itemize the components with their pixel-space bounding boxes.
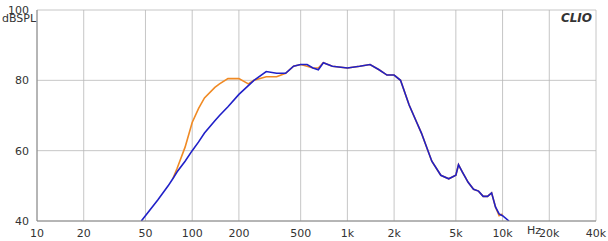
- svg-text:10: 10: [30, 227, 44, 240]
- svg-text:40: 40: [15, 215, 29, 228]
- svg-text:20: 20: [77, 227, 91, 240]
- svg-text:200: 200: [228, 227, 249, 240]
- svg-text:2k: 2k: [387, 227, 401, 240]
- svg-text:40k: 40k: [586, 227, 600, 240]
- svg-text:50: 50: [138, 227, 152, 240]
- svg-text:1k: 1k: [341, 227, 355, 240]
- svg-text:5k: 5k: [449, 227, 463, 240]
- svg-text:500: 500: [290, 227, 311, 240]
- svg-text:10k: 10k: [492, 227, 513, 240]
- svg-text:60: 60: [15, 145, 29, 158]
- svg-text:80: 80: [15, 74, 29, 87]
- svg-text:100: 100: [182, 227, 203, 240]
- svg-text:20k: 20k: [539, 227, 560, 240]
